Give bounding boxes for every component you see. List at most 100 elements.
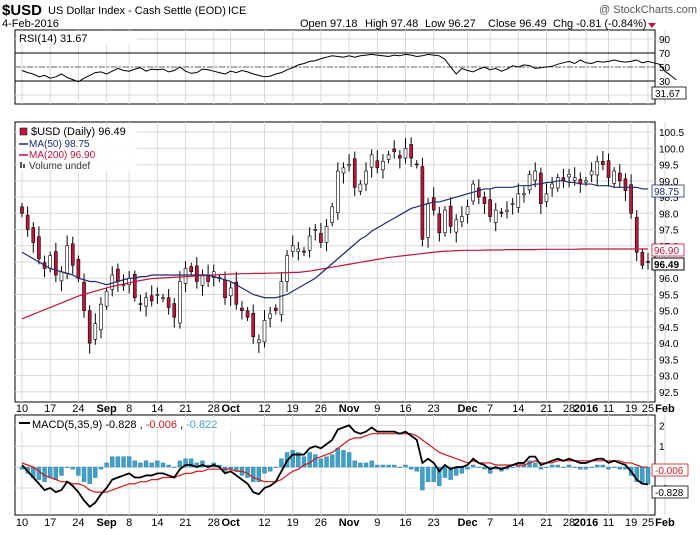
macd-hist-bar: [634, 466, 639, 482]
macd-hist-bar: [448, 466, 453, 480]
candle-body: [257, 339, 261, 343]
candle-body: [595, 161, 600, 176]
x-tick-label: 16: [399, 517, 411, 529]
x-tick-label: 16: [399, 403, 411, 415]
x-tick-label: 14: [151, 403, 163, 415]
candle-body: [37, 236, 41, 260]
candle-body: [189, 266, 193, 273]
macd-hist-bar: [533, 462, 538, 468]
macd-hist-bar: [318, 458, 324, 468]
candle-body: [550, 183, 554, 189]
x-tick-label: Nov: [339, 403, 361, 415]
macd-hist-bar: [87, 466, 92, 484]
macd-hist-bar: [640, 466, 645, 484]
macd-hist-bar: [115, 456, 121, 468]
x-tick-label: 19: [287, 403, 299, 415]
candle-body: [555, 177, 560, 189]
candle-body: [144, 297, 148, 307]
macd-hist-bar: [324, 456, 329, 468]
candle-body: [104, 290, 109, 307]
macd-hist-bar: [437, 466, 442, 487]
macd-hist-bar: [70, 466, 75, 470]
svg-text:31.67: 31.67: [655, 89, 680, 100]
x-tick-label: 11: [603, 517, 614, 529]
svg-text:-0.828: -0.828: [655, 488, 684, 499]
macd-hist-bar: [465, 466, 470, 470]
instrument-name: US Dollar Index - Cash Settle (EOD): [48, 5, 226, 17]
candle-body: [54, 251, 58, 276]
rsi-tick-label: 30: [659, 77, 671, 88]
macd-hist-bar: [279, 458, 284, 468]
macd-hist-bar: [290, 450, 295, 468]
rsi-tick-label: 50: [659, 63, 671, 74]
price-tick-label: 94.0: [659, 339, 679, 350]
x-tick-label: 19: [287, 517, 299, 529]
svg-text:-0.006: -0.006: [655, 466, 684, 477]
macd-hist-bar: [487, 466, 493, 474]
candle-body: [634, 216, 639, 253]
macd-hist-bar: [375, 464, 380, 468]
candle-body: [99, 303, 103, 330]
price-tick-label: 99.0: [659, 177, 679, 188]
x-tick-label: 21: [540, 517, 552, 529]
x-tick-label: 28: [563, 403, 575, 415]
candle-body: [161, 297, 165, 300]
ma200-value-badge: 96.90: [651, 243, 685, 257]
macd-hist-bar: [329, 454, 335, 468]
x-tick-label: 11: [603, 403, 614, 415]
candle-body: [330, 206, 334, 223]
candle-body: [448, 205, 453, 227]
macd-hist-bar: [566, 464, 572, 468]
candle-body: [358, 183, 363, 192]
candle-body: [155, 294, 160, 296]
candle-body: [567, 174, 571, 178]
svg-text:96.90: 96.90: [654, 246, 679, 257]
candle-body: [482, 196, 487, 204]
signal-legend-value: -0.006: [146, 419, 177, 431]
macd-hist-bar: [296, 452, 301, 468]
macd-hist-bar: [420, 466, 425, 491]
candle-body: [116, 268, 120, 282]
candle-body: [200, 274, 205, 286]
candle-body: [70, 243, 75, 266]
candle-body: [612, 170, 616, 184]
date-label: 4-Feb-2016: [2, 18, 59, 30]
macd-hist-bar: [59, 466, 64, 476]
candle-body: [178, 281, 182, 324]
candle-body: [59, 271, 64, 282]
x-tick-label: 9: [374, 403, 380, 415]
macd-hist-bar: [549, 464, 555, 468]
macd-hist-bar: [98, 466, 104, 470]
macd-hist-bar: [143, 460, 149, 468]
rsi-legend: RSI(14) 31.67: [17, 32, 137, 45]
macd-hist-bar: [301, 456, 307, 468]
x-tick-label: Feb: [655, 403, 675, 415]
candle-body: [646, 261, 650, 263]
symbol-title: $USD: [2, 2, 42, 19]
macd-hist-bar: [397, 466, 403, 468]
candle-body: [352, 158, 357, 188]
close-value-badge: 96.49: [651, 257, 685, 271]
price-tick-label: 97.5: [659, 226, 679, 237]
x-tick-label: 8: [126, 517, 132, 529]
price-tick-label: 100.0: [659, 144, 684, 155]
candle-body: [398, 155, 402, 159]
candle-body: [431, 197, 436, 211]
candle-body: [426, 203, 430, 238]
macd-legend-text: MACD(5,35,9): [32, 419, 102, 431]
candle-body: [166, 297, 171, 308]
macd-hist-bar: [81, 466, 87, 482]
svg-text:MACD(5,35,9) -0.828: MACD(5,35,9) -0.828 , -0.006 , -0.822: [32, 419, 217, 431]
candle-body: [228, 287, 233, 297]
candle-body: [76, 259, 81, 279]
x-tick-label: 23: [428, 517, 440, 529]
x-tick-label: 14: [151, 517, 163, 529]
candle-body: [477, 187, 481, 198]
macd-hist-bar: [431, 466, 436, 482]
candle-body: [273, 307, 278, 312]
x-tick-label: 10: [16, 403, 28, 415]
x-tick-label: 24: [72, 517, 84, 529]
x-tick-label: 8: [126, 403, 132, 415]
macd-hist-bar: [267, 466, 273, 472]
